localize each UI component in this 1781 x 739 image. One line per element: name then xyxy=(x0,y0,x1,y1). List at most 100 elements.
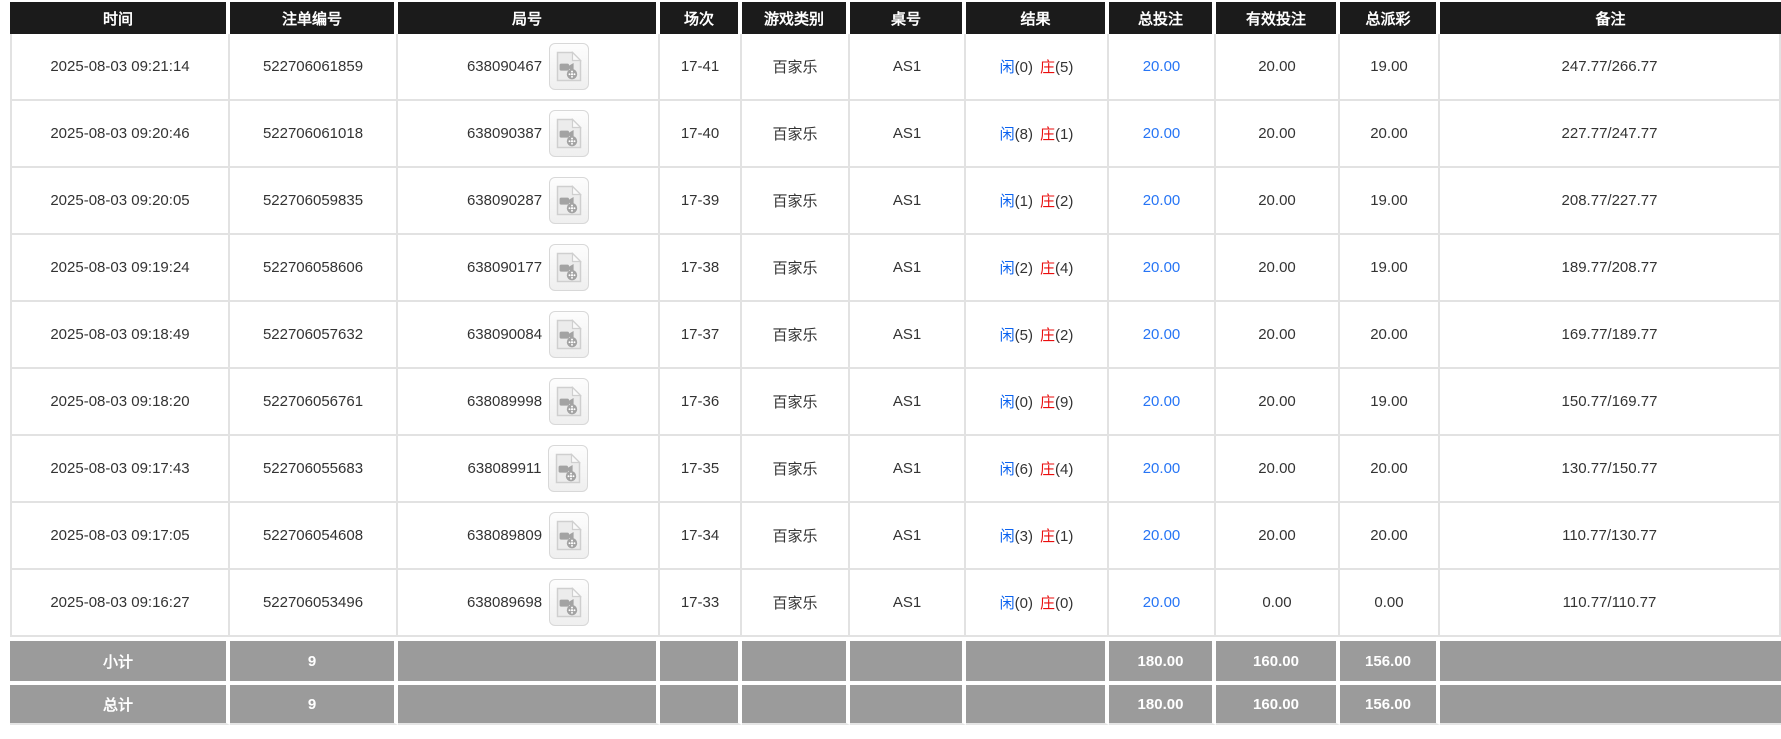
total-bet-link[interactable]: 20.00 xyxy=(1142,192,1181,209)
table-header: 时间 注单编号 局号 场次 游戏类别 桌号 结果 总投注 有效投注 总派彩 备注 xyxy=(10,2,1781,34)
video-replay-button[interactable] xyxy=(549,512,590,559)
player-result-label: 闲 xyxy=(999,528,1015,545)
round-number: 638090387 xyxy=(466,125,543,142)
player-result-score: (8) xyxy=(1014,126,1033,143)
bet-number-cell: 522706057632 xyxy=(230,302,398,369)
table-row: 2025-08-03 09:18:20 522706056761 6380899… xyxy=(10,369,1781,436)
player-result-label: 闲 xyxy=(999,327,1015,344)
video-file-icon xyxy=(556,252,582,283)
video-replay-button[interactable] xyxy=(549,177,590,224)
total-bet-link[interactable]: 20.00 xyxy=(1142,125,1181,142)
total-bet-cell: 20.00 xyxy=(1109,503,1216,570)
video-replay-button[interactable] xyxy=(549,311,590,358)
bet-records-table: 时间 注单编号 局号 场次 游戏类别 桌号 结果 总投注 有效投注 总派彩 备注… xyxy=(10,2,1781,725)
video-replay-button[interactable] xyxy=(549,244,590,291)
table-row: 2025-08-03 09:17:05 522706054608 6380898… xyxy=(10,503,1781,570)
summary-empty-remark-cell xyxy=(1440,681,1781,725)
total-bet-cell: 20.00 xyxy=(1109,34,1216,101)
total-bet-link[interactable]: 20.00 xyxy=(1142,527,1181,544)
bet-number-cell: 522706053496 xyxy=(230,570,398,637)
summary-count-cell: 9 xyxy=(230,637,398,681)
total-bet-cell: 20.00 xyxy=(1109,168,1216,235)
banker-result-score: (2) xyxy=(1055,193,1074,210)
banker-result-score: (0) xyxy=(1055,595,1074,612)
summary-empty-game-cell xyxy=(742,681,850,725)
summary-valid-bet-cell: 160.00 xyxy=(1216,637,1340,681)
video-replay-button[interactable] xyxy=(549,579,590,626)
valid-bet-cell: 20.00 xyxy=(1216,503,1340,570)
valid-bet-cell: 20.00 xyxy=(1216,369,1340,436)
video-replay-button[interactable] xyxy=(549,378,590,425)
round-number: 638090287 xyxy=(466,192,543,209)
summary-empty-session-cell xyxy=(660,681,742,725)
valid-bet-cell: 20.00 xyxy=(1216,235,1340,302)
video-replay-button[interactable] xyxy=(548,445,589,492)
table-number-cell: AS1 xyxy=(850,235,966,302)
round-number-cell: 638090287 xyxy=(398,168,660,235)
summary-row: 小计 9 180.00 160.00 156.00 xyxy=(10,637,1781,681)
round-number-cell: 638090467 xyxy=(398,34,660,101)
player-result-score: (0) xyxy=(1014,394,1033,411)
total-bet-link[interactable]: 20.00 xyxy=(1142,594,1181,611)
round-number-cell: 638089698 xyxy=(398,570,660,637)
player-result-score: (1) xyxy=(1014,193,1033,210)
summary-empty-table-cell xyxy=(850,681,966,725)
session-cell: 17-40 xyxy=(660,101,742,168)
game-type-cell: 百家乐 xyxy=(742,101,850,168)
valid-bet-cell: 0.00 xyxy=(1216,570,1340,637)
summary-total-bet-cell: 180.00 xyxy=(1109,637,1216,681)
player-result-score: (6) xyxy=(1014,461,1033,478)
total-bet-link[interactable]: 20.00 xyxy=(1142,460,1181,477)
video-replay-button[interactable] xyxy=(549,110,590,157)
total-bet-link[interactable]: 20.00 xyxy=(1142,326,1181,343)
player-result-score: (5) xyxy=(1014,327,1033,344)
banker-result-score: (1) xyxy=(1055,528,1074,545)
total-bet-link[interactable]: 20.00 xyxy=(1142,393,1181,410)
summary-total-payout-cell: 156.00 xyxy=(1340,681,1440,725)
total-bet-cell: 20.00 xyxy=(1109,570,1216,637)
total-bet-link[interactable]: 20.00 xyxy=(1142,259,1181,276)
game-type-cell: 百家乐 xyxy=(742,436,850,503)
col-total-bet: 总投注 xyxy=(1109,2,1216,34)
game-type-cell: 百家乐 xyxy=(742,235,850,302)
valid-bet-cell: 20.00 xyxy=(1216,34,1340,101)
table-number-cell: AS1 xyxy=(850,503,966,570)
remark-cell: 150.77/169.77 xyxy=(1440,369,1781,436)
col-round-number: 局号 xyxy=(398,2,660,34)
player-result-label: 闲 xyxy=(999,126,1015,143)
banker-result-score: (4) xyxy=(1055,260,1074,277)
col-result: 结果 xyxy=(966,2,1109,34)
player-result-score: (0) xyxy=(1014,595,1033,612)
video-file-icon xyxy=(556,118,582,149)
total-bet-cell: 20.00 xyxy=(1109,235,1216,302)
result-cell: 闲(0) 庄(5) xyxy=(966,34,1109,101)
total-payout-cell: 20.00 xyxy=(1340,436,1440,503)
total-payout-cell: 19.00 xyxy=(1340,235,1440,302)
banker-result-label: 庄 xyxy=(1040,461,1056,478)
total-bet-link[interactable]: 20.00 xyxy=(1142,58,1181,75)
player-result-label: 闲 xyxy=(999,394,1015,411)
round-number: 638090177 xyxy=(466,259,543,276)
table-row: 2025-08-03 09:18:49 522706057632 6380900… xyxy=(10,302,1781,369)
player-result-score: (2) xyxy=(1014,260,1033,277)
video-replay-button[interactable] xyxy=(549,43,590,90)
session-cell: 17-36 xyxy=(660,369,742,436)
result-cell: 闲(6) 庄(4) xyxy=(966,436,1109,503)
banker-result-score: (1) xyxy=(1055,126,1074,143)
video-file-icon xyxy=(556,185,582,216)
table-number-cell: AS1 xyxy=(850,168,966,235)
time-cell: 2025-08-03 09:18:49 xyxy=(10,302,230,369)
table-footer: 小计 9 180.00 160.00 156.00 总计 9 180.00 16… xyxy=(10,637,1781,725)
table-number-cell: AS1 xyxy=(850,436,966,503)
total-payout-cell: 20.00 xyxy=(1340,503,1440,570)
summary-row: 总计 9 180.00 160.00 156.00 xyxy=(10,681,1781,725)
remark-cell: 227.77/247.77 xyxy=(1440,101,1781,168)
table-number-cell: AS1 xyxy=(850,101,966,168)
remark-cell: 110.77/110.77 xyxy=(1440,570,1781,637)
game-type-cell: 百家乐 xyxy=(742,34,850,101)
game-type-cell: 百家乐 xyxy=(742,168,850,235)
result-cell: 闲(0) 庄(0) xyxy=(966,570,1109,637)
session-cell: 17-35 xyxy=(660,436,742,503)
banker-result-score: (5) xyxy=(1055,59,1074,76)
result-cell: 闲(2) 庄(4) xyxy=(966,235,1109,302)
